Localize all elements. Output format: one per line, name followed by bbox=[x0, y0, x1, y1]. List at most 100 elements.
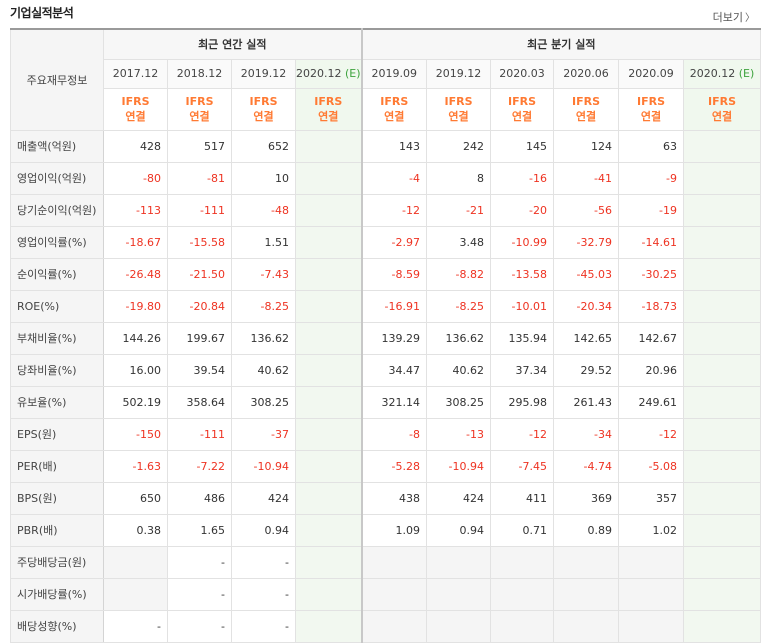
table-cell: 16.00 bbox=[103, 353, 168, 387]
table-cell: -16 bbox=[490, 161, 555, 195]
consol-label: 연결 bbox=[511, 110, 533, 123]
table-cell bbox=[294, 385, 363, 419]
table-cell bbox=[294, 513, 363, 547]
table-cell: 3.48 bbox=[426, 225, 492, 259]
table-row: PBR(배) 0.38 1.65 0.94 1.09 0.94 0.71 0.89 1.02 bbox=[10, 513, 762, 547]
table-cell bbox=[426, 545, 492, 579]
table-cell: 145 bbox=[490, 129, 555, 163]
table-cell: 0.94 bbox=[231, 513, 296, 547]
table-cell: -8.25 bbox=[426, 289, 492, 323]
period-header: 2019.12 bbox=[426, 58, 492, 89]
ifrs-label: IFRS bbox=[572, 95, 601, 108]
table-cell: 37.34 bbox=[490, 353, 555, 387]
table-cell: 20.96 bbox=[618, 353, 685, 387]
table-cell: 0.89 bbox=[553, 513, 620, 547]
table-cell bbox=[553, 577, 620, 611]
table-cell bbox=[294, 417, 363, 451]
table-cell: -16.91 bbox=[360, 289, 428, 323]
table-cell bbox=[294, 449, 363, 483]
table-cell: 199.67 bbox=[167, 321, 232, 355]
table-cell: -41 bbox=[553, 161, 620, 195]
ifrs-label: IFRS bbox=[444, 95, 473, 108]
table-cell: -12 bbox=[490, 417, 555, 451]
period-row: 2017.12 2018.12 2019.12 2020.12 (E) 2019.09 2… bbox=[11, 58, 762, 89]
period-label: 2020.12 bbox=[689, 67, 736, 80]
table-cell bbox=[683, 417, 762, 451]
table-cell: -21 bbox=[426, 193, 492, 227]
table-row: 당좌비율(%) 16.00 39.54 40.62 34.47 40.62 37.34 29.… bbox=[10, 353, 762, 387]
table-cell: -113 bbox=[103, 193, 168, 227]
table-cell: - bbox=[103, 609, 168, 643]
table-cell bbox=[294, 353, 363, 387]
table-cell: 1.51 bbox=[231, 225, 296, 259]
row-header-label: 주요재무정보 bbox=[10, 28, 104, 131]
table-cell: -18.67 bbox=[103, 225, 168, 259]
table-row: 유보율(%) 502.19 358.64 308.25 321.14 308.25 295.… bbox=[10, 385, 762, 419]
table-cell: -7.43 bbox=[231, 257, 296, 291]
table-cell: - bbox=[167, 609, 232, 643]
table-row: BPS(원) 650 486 424 438 424 411 369 357 bbox=[10, 481, 762, 515]
table-cell bbox=[103, 545, 168, 579]
table-row: 순이익률(%) -26.48 -21.50 -7.43 -8.59 -8.82 -13.58… bbox=[10, 257, 762, 291]
ifrs-badge: IFRS 연결 bbox=[490, 87, 555, 131]
table-cell bbox=[360, 609, 428, 643]
table-cell: 357 bbox=[618, 481, 685, 515]
table-cell: 502.19 bbox=[103, 385, 168, 419]
period-header: 2020.06 bbox=[553, 58, 620, 89]
ifrs-badge: IFRS 연결 bbox=[167, 87, 232, 131]
table-cell bbox=[426, 609, 492, 643]
table-cell: 486 bbox=[167, 481, 232, 515]
table-cell: -8.25 bbox=[231, 289, 296, 323]
table-cell: 142.67 bbox=[618, 321, 685, 355]
ifrs-label: IFRS bbox=[185, 95, 214, 108]
table-cell: 34.47 bbox=[360, 353, 428, 387]
table-cell: -4 bbox=[360, 161, 428, 195]
table-cell: 40.62 bbox=[426, 353, 492, 387]
period-label: 2017.12 bbox=[112, 67, 159, 80]
estimate-mark: (E) bbox=[345, 67, 361, 80]
row-label: 당기순이익(억원) bbox=[10, 193, 104, 227]
table-cell bbox=[490, 609, 555, 643]
row-label: 순이익률(%) bbox=[10, 257, 104, 291]
table-cell bbox=[553, 545, 620, 579]
table-cell bbox=[683, 289, 762, 323]
table-cell: -19 bbox=[618, 193, 685, 227]
period-label: 2019.12 bbox=[435, 67, 482, 80]
table-cell: 308.25 bbox=[426, 385, 492, 419]
table-cell bbox=[683, 545, 762, 579]
ifrs-badge: IFRS 연결 bbox=[231, 87, 296, 131]
table-cell: 321.14 bbox=[360, 385, 428, 419]
row-label: BPS(원) bbox=[10, 481, 104, 515]
table-cell bbox=[683, 257, 762, 291]
table-cell: 1.02 bbox=[618, 513, 685, 547]
table-cell: 144.26 bbox=[103, 321, 168, 355]
row-label: 배당성향(%) bbox=[10, 609, 104, 643]
table-cell bbox=[294, 225, 363, 259]
table-cell: -15.58 bbox=[167, 225, 232, 259]
table-cell bbox=[683, 385, 762, 419]
ifrs-badge: IFRS 연결 bbox=[103, 87, 168, 131]
ifrs-badge: IFRS 연결 bbox=[683, 87, 762, 131]
more-link[interactable]: 더보기 〉 bbox=[713, 9, 755, 25]
table-row: 당기순이익(억원) -113 -111 -48 -12 -21 -20 -56 -19 bbox=[10, 193, 762, 227]
header-group-row: 주요재무정보 최근 연간 실적 최근 분기 실적 bbox=[10, 28, 762, 131]
ifrs-badge: IFRS 연결 bbox=[294, 87, 363, 131]
table-cell: 424 bbox=[231, 481, 296, 515]
ifrs-label: IFRS bbox=[314, 95, 343, 108]
table-row: 주당배당금(원) - - bbox=[10, 545, 762, 579]
table-cell: -30.25 bbox=[618, 257, 685, 291]
table-cell: -7.45 bbox=[490, 449, 555, 483]
consol-label: 연결 bbox=[318, 110, 339, 123]
table-cell: 0.94 bbox=[426, 513, 492, 547]
table-cell: 143 bbox=[360, 129, 428, 163]
table-cell: 428 bbox=[103, 129, 168, 163]
ifrs-row: IFRS 연결 IFRS 연결 IFRS 연결 IFRS 연결 IFRS 연결 IFRS 연결 IFRS… bbox=[11, 87, 762, 131]
table-cell: -14.61 bbox=[618, 225, 685, 259]
table-cell: -10.01 bbox=[490, 289, 555, 323]
ifrs-label: IFRS bbox=[121, 95, 150, 108]
table-cell: -111 bbox=[167, 417, 232, 451]
table-cell: -10.99 bbox=[490, 225, 555, 259]
table-cell: 650 bbox=[103, 481, 168, 515]
table-cell: -10.94 bbox=[426, 449, 492, 483]
table-cell bbox=[360, 577, 428, 611]
